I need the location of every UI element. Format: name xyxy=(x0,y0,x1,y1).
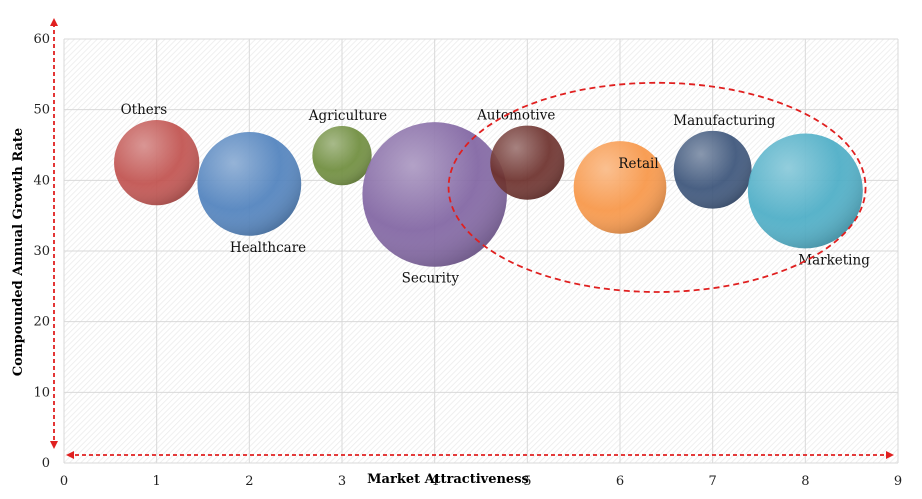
bubble-shading xyxy=(312,125,372,186)
y-tick-label: 0 xyxy=(42,456,50,471)
x-tick-label: 6 xyxy=(616,474,624,489)
x-tick-label: 4 xyxy=(431,474,439,489)
x-axis-title: Market Attractiveness xyxy=(367,472,529,487)
y-tick-label: 10 xyxy=(33,385,50,400)
bubble-label: Manufacturing xyxy=(673,113,775,129)
bubble-label: Retail xyxy=(618,156,658,172)
bubble-label: Others xyxy=(121,102,168,118)
x-axis-ticks: 0 1 2 3 4 5 6 7 8 9 xyxy=(60,474,902,489)
bubble-label: Security xyxy=(402,271,460,287)
bubble-shading xyxy=(747,133,863,249)
highlight-ellipse xyxy=(447,81,867,293)
x-tick-label: 1 xyxy=(153,474,161,489)
y-axis-title: Compounded Annual Growth Rate xyxy=(11,128,26,376)
x-tick-label: 7 xyxy=(709,474,717,489)
bubble-labels: Others Healthcare Agriculture Security Autom… xyxy=(121,102,871,287)
bubble-series xyxy=(114,120,863,267)
bubble-label: Automotive xyxy=(476,108,555,124)
x-tick-label: 8 xyxy=(801,474,809,489)
bubble-label: Marketing xyxy=(798,252,870,268)
bubble-shading xyxy=(197,131,302,236)
x-tick-label: 3 xyxy=(338,474,346,489)
y-tick-label: 40 xyxy=(33,173,50,188)
y-tick-label: 30 xyxy=(33,244,50,259)
y-tick-label: 60 xyxy=(33,32,50,47)
bubble-shading xyxy=(362,122,507,267)
bubble-shading xyxy=(490,125,565,200)
y-axis-ticks: 0 10 20 30 40 50 60 xyxy=(33,32,50,471)
x-tick-label: 2 xyxy=(245,474,253,489)
bubble-shading xyxy=(573,141,667,234)
y-tick-label: 20 xyxy=(33,315,50,330)
bubble-label: Healthcare xyxy=(230,240,306,256)
x-tick-label: 5 xyxy=(523,474,531,489)
bubble-shading xyxy=(673,130,752,209)
y-tick-label: 50 xyxy=(33,103,50,118)
x-tick-label: 9 xyxy=(894,474,902,489)
bubble-shading xyxy=(114,120,200,206)
bubble-label: Agriculture xyxy=(308,108,387,124)
x-tick-label: 0 xyxy=(60,474,68,489)
